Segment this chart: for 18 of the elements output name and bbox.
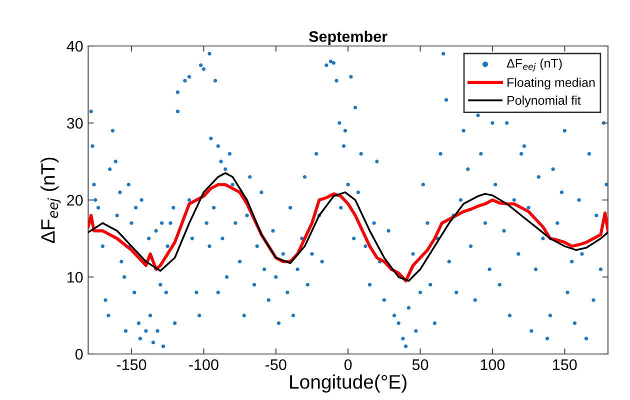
x-tick-label: -100 [189, 359, 218, 370]
y-axis-title: ΔF$_{eej}$ (nT) [40, 158, 61, 244]
y-tick-label: 10 [68, 272, 83, 283]
legend-label: ΔF$_{eej}$ (nT) [506, 58, 562, 72]
x-tick-label: 150 [553, 359, 577, 370]
y-tick-label: 30 [66, 118, 83, 129]
x-tick-label: -150 [116, 359, 146, 370]
chart-title: September [309, 30, 388, 46]
x-tick-label: -50 [266, 359, 286, 370]
y-tick-label: 0 [75, 348, 83, 360]
y-tick-label: 20 [67, 194, 83, 206]
y-tick-label: 40 [66, 40, 83, 52]
x-tick-label: 0 [344, 359, 352, 370]
x-tick-label: 100 [480, 359, 505, 370]
x-tick-label: 50 [412, 359, 428, 370]
legend-label: Floating median [508, 78, 595, 90]
legend-label: Polynomial fit [508, 96, 581, 108]
x-axis-title: Longitude(°E) [290, 374, 406, 393]
